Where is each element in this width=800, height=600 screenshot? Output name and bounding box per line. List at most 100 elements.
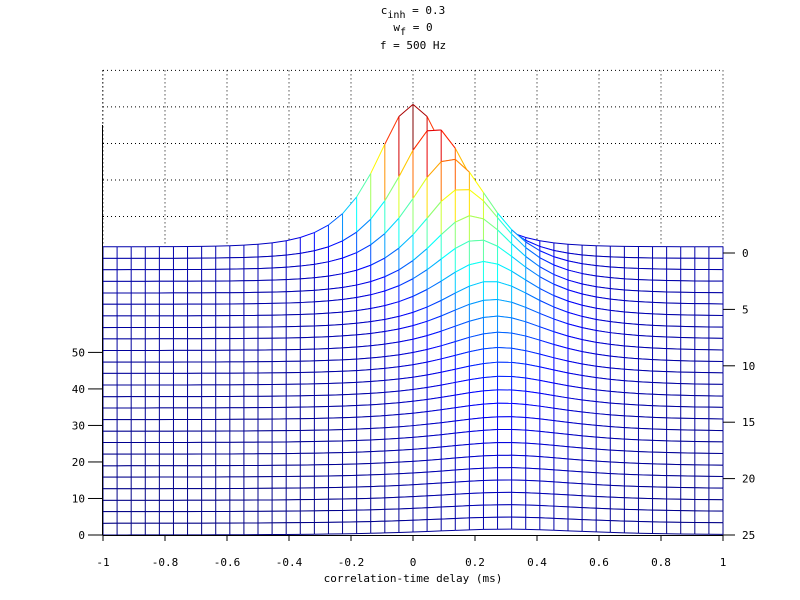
- mesh-cell: [398, 437, 413, 451]
- mesh-cell: [539, 326, 554, 345]
- mesh-cell: [286, 278, 301, 292]
- mesh-cell: [455, 337, 470, 356]
- mesh-line-row: [638, 427, 653, 430]
- mesh-cell: [680, 303, 695, 316]
- mesh-line-row: [525, 292, 541, 301]
- mesh-cell: [469, 480, 484, 494]
- mesh-cell: [511, 302, 526, 322]
- mesh-cell: [441, 222, 456, 260]
- x-tick-label: 1: [720, 556, 727, 569]
- mesh-cell: [398, 425, 413, 439]
- y-tick-label: 15: [742, 416, 755, 429]
- mesh-cell: [328, 499, 343, 511]
- mesh-cell: [300, 264, 315, 279]
- mesh-line-row: [553, 457, 569, 460]
- mesh-line-row: [553, 264, 569, 271]
- mesh-cell: [638, 370, 653, 383]
- mesh-line-row: [511, 301, 526, 308]
- mesh-cell: [356, 509, 371, 522]
- mesh-line-row: [427, 396, 442, 401]
- mesh-cell: [553, 383, 568, 398]
- mesh-cell: [314, 325, 329, 338]
- mesh-cell: [159, 500, 174, 512]
- mesh-cell: [441, 382, 456, 398]
- mesh-cell: [638, 509, 653, 522]
- mesh-cell: [398, 364, 413, 380]
- mesh-cell: [300, 430, 315, 442]
- mesh-cell: [680, 395, 695, 407]
- mesh-line-row: [469, 363, 484, 367]
- mesh-cell: [652, 313, 667, 326]
- mesh-cell: [624, 439, 639, 452]
- mesh-cell: [384, 438, 399, 452]
- mesh-cell: [356, 486, 371, 499]
- mesh-cell: [441, 189, 456, 235]
- mesh-line-row: [483, 261, 498, 265]
- mesh-cell: [483, 467, 498, 481]
- mesh-cell: [103, 500, 118, 512]
- mesh-cell: [610, 356, 625, 370]
- mesh-line-row: [370, 331, 385, 334]
- mesh-cell: [427, 471, 442, 484]
- mesh-cell: [328, 406, 343, 419]
- mesh-cell: [596, 496, 611, 509]
- mesh-cell: [539, 246, 554, 257]
- mesh-cell: [455, 351, 470, 370]
- mesh-cell: [187, 396, 202, 408]
- mesh-cell: [300, 441, 315, 454]
- mesh-cell: [229, 407, 244, 420]
- mesh-cell: [708, 487, 723, 500]
- mesh-line-row: [539, 456, 554, 459]
- mesh-line-row: [596, 255, 611, 258]
- mesh-cell: [117, 523, 132, 535]
- mesh-line-row: [441, 481, 456, 484]
- mesh-cell: [314, 452, 329, 465]
- mesh-cell: [131, 269, 146, 282]
- mesh-line-row: [553, 249, 569, 254]
- mesh-line-row: [539, 366, 555, 371]
- y-tick-label: 10: [742, 360, 755, 373]
- mesh-line-row: [567, 311, 583, 317]
- mesh-cell: [328, 382, 343, 396]
- mesh-line-row: [328, 335, 343, 338]
- mesh-cell: [568, 518, 583, 532]
- mesh-cell: [511, 429, 526, 444]
- mesh-line-row: [398, 352, 414, 356]
- mesh-cell: [384, 285, 399, 306]
- mesh-cell: [638, 381, 653, 395]
- y-tick-label: 20: [742, 473, 755, 486]
- mesh-cell: [539, 493, 554, 507]
- mesh-cell: [553, 369, 568, 386]
- mesh-cell: [117, 465, 132, 478]
- mesh-line-row: [596, 296, 611, 300]
- mesh-cell: [131, 431, 146, 443]
- mesh-cell: [553, 395, 568, 411]
- mesh-cell: [469, 505, 484, 518]
- mesh-cell: [497, 217, 512, 244]
- mesh-cell: [272, 314, 287, 327]
- mesh-line-row: [441, 368, 456, 373]
- mesh-line-row: [567, 347, 583, 353]
- mesh-cell: [525, 404, 540, 419]
- mesh-cell: [215, 257, 230, 270]
- mesh-cell: [173, 258, 188, 270]
- mesh-line-row: [652, 416, 667, 419]
- mesh-cell: [413, 269, 428, 297]
- mesh-cell: [159, 304, 174, 316]
- mesh-cell: [145, 350, 160, 363]
- mesh-cell: [103, 407, 118, 420]
- mesh-cell: [258, 499, 273, 512]
- mesh-line-row: [483, 402, 498, 405]
- mesh-cell: [525, 430, 540, 445]
- mesh-cell: [680, 326, 695, 338]
- mesh-line-row: [567, 360, 583, 365]
- mesh-line-row: [412, 361, 428, 366]
- mesh-line-row: [511, 233, 527, 249]
- mesh-line-row: [300, 289, 315, 292]
- mesh-line-row: [539, 430, 554, 434]
- mesh-line-row: [539, 492, 554, 495]
- mesh-cell: [258, 453, 273, 466]
- mesh-cell: [356, 358, 371, 371]
- mesh-cell: [342, 359, 357, 372]
- mesh-cell: [117, 292, 132, 305]
